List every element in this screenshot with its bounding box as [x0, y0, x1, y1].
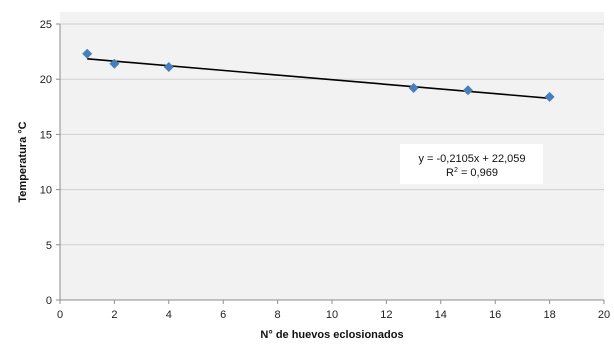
y-tick-label-3: 15 [40, 129, 52, 141]
x-tick-label-4: 8 [275, 309, 281, 321]
x-tick-labels: 0 2 4 6 8 10 12 14 16 18 20 [57, 300, 610, 321]
data-point-0 [82, 48, 93, 59]
data-point-4 [463, 85, 473, 96]
trendline [87, 57, 550, 100]
y-tick-label-0: 0 [46, 295, 52, 307]
y-tick-label-4: 20 [40, 74, 52, 86]
x-tick-label-6: 12 [380, 309, 392, 321]
data-point-3 [408, 83, 419, 94]
data-point-5 [544, 91, 555, 102]
x-tick-label-1: 2 [111, 309, 117, 321]
data-points [82, 48, 555, 102]
x-tick-label-9: 18 [543, 309, 555, 321]
y-tick-label-5: 25 [40, 19, 52, 31]
y-tick-label-1: 5 [46, 240, 52, 252]
gridlines [60, 23, 604, 246]
r-squared-exponent: 2 [454, 167, 458, 174]
x-axis-title: N° de huevos eclosionados [260, 329, 403, 341]
x-tick-label-7: 14 [435, 309, 447, 321]
r-squared-symbol: R [446, 167, 454, 179]
r-squared-value: = 0,969 [458, 167, 498, 179]
x-tick-label-8: 16 [489, 309, 501, 321]
y-tick-labels: 0 5 10 15 20 25 [40, 19, 60, 307]
y-axis-title: Temperatura °C [17, 121, 29, 202]
x-tick-label-2: 4 [166, 309, 172, 321]
r-squared-label: R2 = 0,969 [446, 167, 498, 179]
trendline-equation: y = -0,2105x + 22,059 [418, 153, 525, 165]
data-point-1 [109, 58, 120, 69]
data-point-2 [163, 62, 174, 73]
x-tick-label-0: 0 [57, 309, 63, 321]
x-tick-label-5: 10 [326, 309, 338, 321]
x-tick-label-3: 6 [220, 309, 226, 321]
y-tick-label-2: 10 [40, 185, 52, 197]
x-tick-label-10: 20 [598, 309, 610, 321]
equation-box [400, 144, 543, 184]
